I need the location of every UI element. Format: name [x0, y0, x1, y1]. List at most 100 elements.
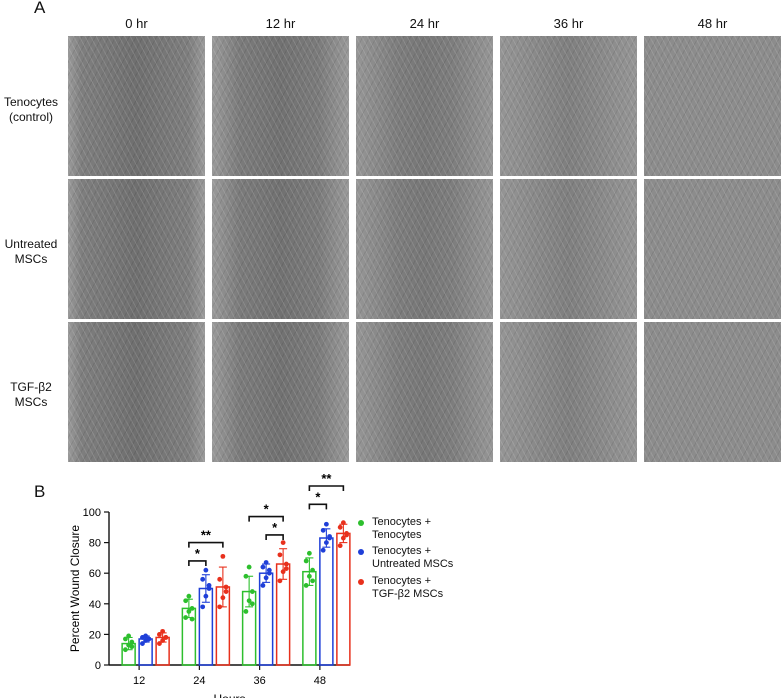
row-label-tgf-b2-mscs: TGF-β2 MSCs [0, 380, 62, 410]
data-point [337, 543, 343, 549]
data-point [303, 558, 309, 564]
micrograph [356, 36, 493, 176]
data-point [157, 632, 162, 637]
timepoint-label: 12 hr [265, 16, 296, 31]
significance-label: ** [321, 471, 332, 486]
data-point [220, 595, 226, 601]
data-point [123, 647, 128, 653]
row-label-line: MSCs [14, 395, 48, 409]
micrograph [356, 179, 493, 319]
data-point [263, 575, 269, 581]
micrograph [212, 179, 349, 319]
micrograph [500, 322, 637, 462]
data-point [277, 552, 283, 558]
data-point [157, 641, 162, 646]
data-point [246, 564, 252, 570]
data-point [126, 633, 132, 639]
data-point [283, 566, 289, 572]
micrograph [212, 322, 349, 462]
significance-label: * [195, 546, 201, 561]
data-point [206, 583, 212, 588]
data-point [203, 567, 209, 573]
micrograph [212, 36, 349, 176]
significance-bracket [265, 534, 284, 540]
panel-a-letter: A [34, 0, 46, 17]
row-label-line: MSCs [14, 252, 48, 266]
data-point [320, 547, 326, 553]
data-point [183, 615, 189, 620]
data-point [200, 604, 206, 610]
data-point [283, 561, 289, 567]
data-point [186, 593, 192, 599]
micrograph [68, 179, 205, 319]
data-point [323, 521, 329, 527]
y-tick-label: 20 [89, 629, 101, 641]
data-point [320, 527, 326, 533]
data-point [160, 628, 166, 634]
data-point [129, 639, 135, 645]
bar [319, 537, 334, 666]
significance-bracket [188, 541, 224, 548]
timepoint-label: 24 hr [409, 16, 440, 31]
data-point [123, 636, 128, 642]
data-point [143, 633, 149, 639]
x-tick-label: 48 [314, 675, 326, 687]
y-tick-label: 60 [89, 568, 101, 580]
legend-text: Tenocytes + Untreated MSCs [372, 545, 454, 570]
y-tick-label: 80 [89, 538, 101, 550]
x-tick-label: 12 [133, 675, 145, 687]
data-point [220, 553, 226, 559]
data-point [280, 569, 286, 575]
row-label-line: Untreated [4, 237, 58, 251]
data-point [140, 641, 145, 646]
x-tick-label: 36 [254, 675, 266, 687]
data-point [189, 605, 195, 611]
significance-label: * [272, 520, 278, 535]
significance-label: * [264, 502, 270, 517]
significance-bracket [248, 515, 284, 522]
micrograph [68, 36, 205, 176]
data-point [327, 534, 332, 539]
data-point [249, 601, 255, 607]
data-point [146, 636, 152, 642]
y-axis-title: Percent Wound Closure [68, 525, 82, 653]
legend-dot [358, 520, 364, 526]
data-point [217, 604, 223, 610]
y-tick-label: 40 [89, 599, 101, 611]
data-point [243, 573, 249, 579]
timepoint-label: 36 hr [553, 16, 584, 31]
data-point [223, 589, 229, 594]
data-point [249, 589, 255, 594]
significance-bracket [308, 503, 328, 510]
bar [336, 532, 351, 666]
data-point [160, 638, 166, 643]
row-label-untreated-mscs: Untreated MSCs [0, 237, 62, 267]
data-point [277, 578, 283, 584]
data-point [163, 635, 169, 640]
x-axis-title: Hours [213, 692, 245, 698]
micrograph [500, 36, 637, 176]
legend-dot [358, 579, 364, 585]
micrograph [644, 322, 781, 462]
micrograph [644, 179, 781, 319]
data-point [303, 583, 309, 588]
data-point [306, 550, 312, 556]
data-point [129, 644, 135, 650]
data-point [200, 576, 206, 582]
panel-b-letter: B [34, 482, 46, 501]
data-point [189, 616, 195, 622]
significance-bracket [308, 485, 345, 491]
data-point [186, 609, 192, 614]
y-tick-label: 100 [83, 507, 101, 519]
y-tick-label: 0 [95, 660, 101, 672]
legend-text: Tenocytes + TGF-β2 MSCs [372, 575, 444, 600]
data-point [340, 535, 346, 541]
row-label-line: (control) [8, 110, 53, 124]
x-tick-label: 24 [193, 675, 205, 687]
row-label-line: TGF-β2 [10, 380, 52, 394]
micrograph [500, 179, 637, 319]
wound-closure-chart: 0 20 40 60 80 100 12 24 36 48 Hours Percent Wound C… [68, 471, 351, 698]
data-point [243, 609, 249, 614]
data-point [337, 524, 343, 530]
significance-bracket [188, 560, 207, 566]
